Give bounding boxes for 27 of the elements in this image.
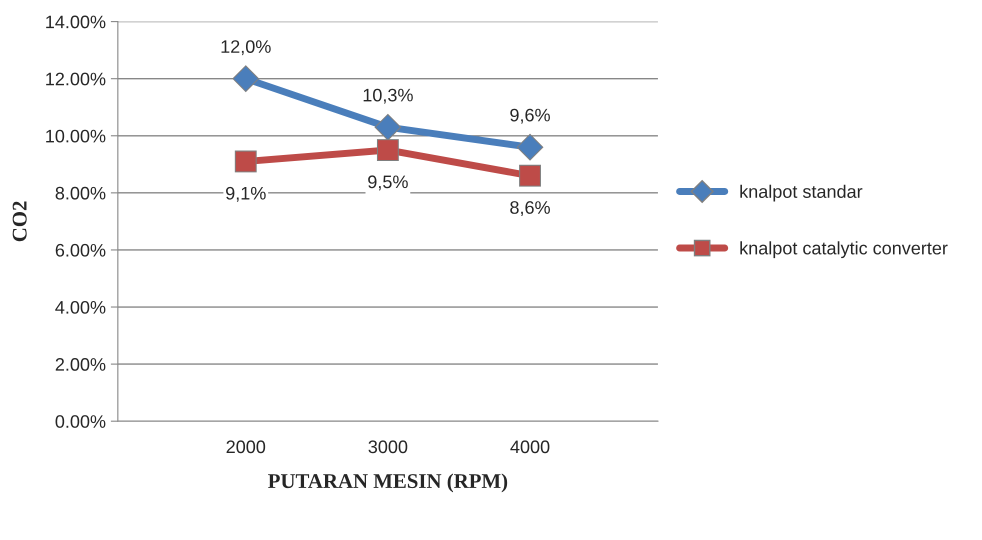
y-axis-title: CO2 — [12, 201, 27, 242]
data-label: 9,1% — [226, 186, 266, 202]
point — [519, 164, 541, 187]
data-label: 8,6% — [510, 201, 550, 216]
legend-label: knalpot standar — [740, 184, 862, 202]
data-label: 9,5% — [368, 175, 408, 190]
point — [516, 134, 544, 160]
y-tick-label: 4.00% — [55, 300, 106, 314]
y-tick-label: 10.00% — [46, 130, 106, 142]
point — [234, 150, 257, 172]
y-tick-label: 12.00% — [46, 72, 106, 86]
x-tick-label: 4000 — [510, 440, 550, 454]
data-label: 12,0% — [222, 40, 271, 56]
x-tick-label: 3000 — [368, 440, 408, 454]
point — [374, 114, 402, 140]
y-tick-label: 8.00% — [56, 186, 106, 200]
y-tick-label: 14.00% — [46, 16, 106, 28]
point — [232, 65, 260, 92]
x-tick-label: 2000 — [226, 440, 266, 454]
data-label: 10,3% — [364, 88, 413, 104]
point — [376, 139, 399, 161]
data-label: 9,6% — [510, 108, 550, 124]
y-tick-label: 0.00% — [56, 415, 106, 428]
x-axis-title: PUTARAN MESIN (RPM) — [268, 473, 508, 492]
y-tick-label: 2.00% — [56, 358, 106, 371]
legend-label: knalpot catalytic converter — [740, 241, 948, 258]
y-tick-label: 6.00% — [56, 244, 106, 257]
